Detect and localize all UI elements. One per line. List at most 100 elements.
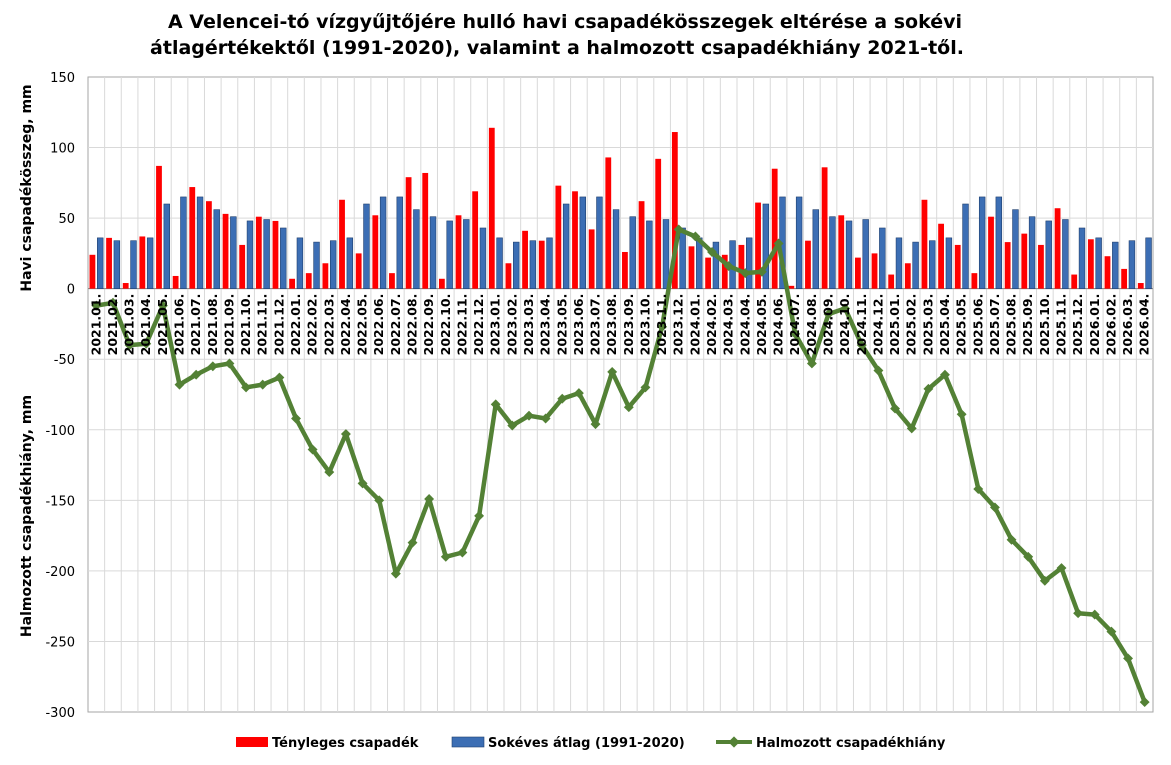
y-tick-label: 100 [50, 142, 75, 157]
y-tick-label: -150 [45, 494, 75, 509]
bar-actual [1021, 233, 1028, 289]
x-tick-label: 2023.05. [554, 294, 569, 356]
deficit-line [95, 227, 1147, 703]
x-tick-label: 2024.11. [854, 294, 869, 356]
deficit-point [390, 568, 401, 579]
x-tick-label: 2026.04. [1137, 294, 1152, 356]
y-axis-label-upper: Havi csapadékösszeg, mm [19, 84, 35, 291]
bar-actual [1054, 208, 1061, 289]
bar-average [829, 216, 836, 289]
bar-average [496, 237, 503, 289]
deficit-point [756, 266, 767, 277]
bar-average [879, 227, 886, 289]
bar-average [762, 203, 770, 289]
x-tick-label: 2021.03. [122, 294, 137, 356]
deficit-point [241, 382, 252, 393]
deficit-point [124, 340, 135, 351]
x-tick-label: 2021.10. [238, 294, 253, 356]
bar-average [413, 209, 420, 289]
bar-average [712, 241, 720, 289]
bar-average [662, 219, 670, 289]
bar-average [446, 220, 453, 289]
deficit-point [590, 419, 601, 430]
bar-actual [156, 165, 162, 289]
bar-actual [522, 230, 528, 289]
deficit-point [507, 420, 518, 431]
y-tick-label: 150 [50, 71, 75, 86]
deficit-point [623, 402, 634, 413]
deficit-point [91, 300, 102, 311]
deficit-point [1089, 609, 1100, 620]
bar-average [945, 237, 953, 289]
bar-actual [705, 257, 712, 289]
x-tick-label: 2021.02. [105, 294, 120, 356]
bar-actual [1038, 244, 1044, 289]
bar-average [546, 237, 553, 289]
deficit-point [257, 379, 268, 390]
deficit-point [1073, 608, 1084, 619]
y-axis-label-lower: Halmozott csapadékhiány, mm [19, 395, 35, 637]
bar-average [213, 209, 220, 289]
deficit-point [1023, 551, 1034, 562]
bar-actual [438, 278, 445, 289]
bar-average [146, 237, 154, 289]
x-tick-label: 2025.07. [987, 294, 1002, 356]
deficit-point [1106, 626, 1117, 637]
bar-actual [938, 223, 944, 289]
bar-average [396, 196, 403, 289]
x-tick-label: 2021.11. [255, 294, 270, 356]
x-tick-label: 2024.04. [737, 294, 752, 356]
bar-average [746, 237, 753, 289]
bar-actual [272, 220, 279, 289]
bar-average [263, 219, 270, 289]
x-tick-label: 2025.12. [1070, 294, 1085, 356]
deficit-point [224, 358, 235, 369]
deficit-point [1056, 563, 1067, 574]
x-tick-label: 2024.07. [787, 294, 802, 356]
deficit-point [540, 413, 551, 424]
bar-actual [572, 191, 578, 289]
bar-average [296, 237, 304, 289]
x-tick-label: 2025.09. [1020, 294, 1035, 356]
x-tick-label: 2021.04. [138, 294, 153, 356]
x-tick-label: 2025.01. [887, 294, 902, 356]
bar-actual [355, 253, 362, 289]
bar-average [1012, 209, 1019, 289]
bar-actual [1104, 256, 1111, 289]
bar-actual [1137, 283, 1144, 289]
y-tick-label: -300 [45, 706, 75, 721]
bar-actual [239, 244, 246, 289]
deficit-point [1123, 653, 1133, 664]
bar-actual [588, 229, 595, 289]
x-tick-label: 2021.07. [188, 294, 203, 356]
bar-actual [1071, 274, 1078, 289]
deficit-point [324, 467, 335, 478]
bar-actual [921, 199, 928, 289]
x-tick-label: 2023.03. [521, 294, 536, 356]
bar-average [629, 216, 636, 289]
x-tick-label: 2026.01. [1087, 294, 1102, 356]
bar-average [180, 196, 187, 289]
x-tick-label: 2023.06. [571, 294, 586, 356]
x-tick-label: 2025.03. [920, 294, 935, 356]
bar-average [97, 237, 104, 289]
x-tick-label: 2025.11. [1054, 294, 1069, 356]
bar-actual [605, 157, 612, 289]
bar-actual [904, 263, 911, 289]
x-tick-label: 2023.04. [538, 294, 553, 356]
bar-actual [422, 172, 429, 289]
bar-actual [472, 191, 479, 289]
bar-average [196, 196, 204, 289]
bar-average [646, 220, 653, 289]
bar-actual [1121, 268, 1128, 289]
bar-average [596, 196, 603, 289]
bar-actual [1087, 239, 1094, 289]
bar-actual [455, 215, 462, 289]
bar-average [1128, 240, 1136, 289]
bar-actual [106, 237, 112, 289]
deficit-point [490, 399, 501, 410]
bar-actual [322, 263, 329, 289]
x-tick-label: 2025.10. [1037, 294, 1052, 356]
bar-actual [1004, 242, 1011, 289]
legend-label-deficit: Halmozott csapadékhiány [756, 736, 946, 751]
